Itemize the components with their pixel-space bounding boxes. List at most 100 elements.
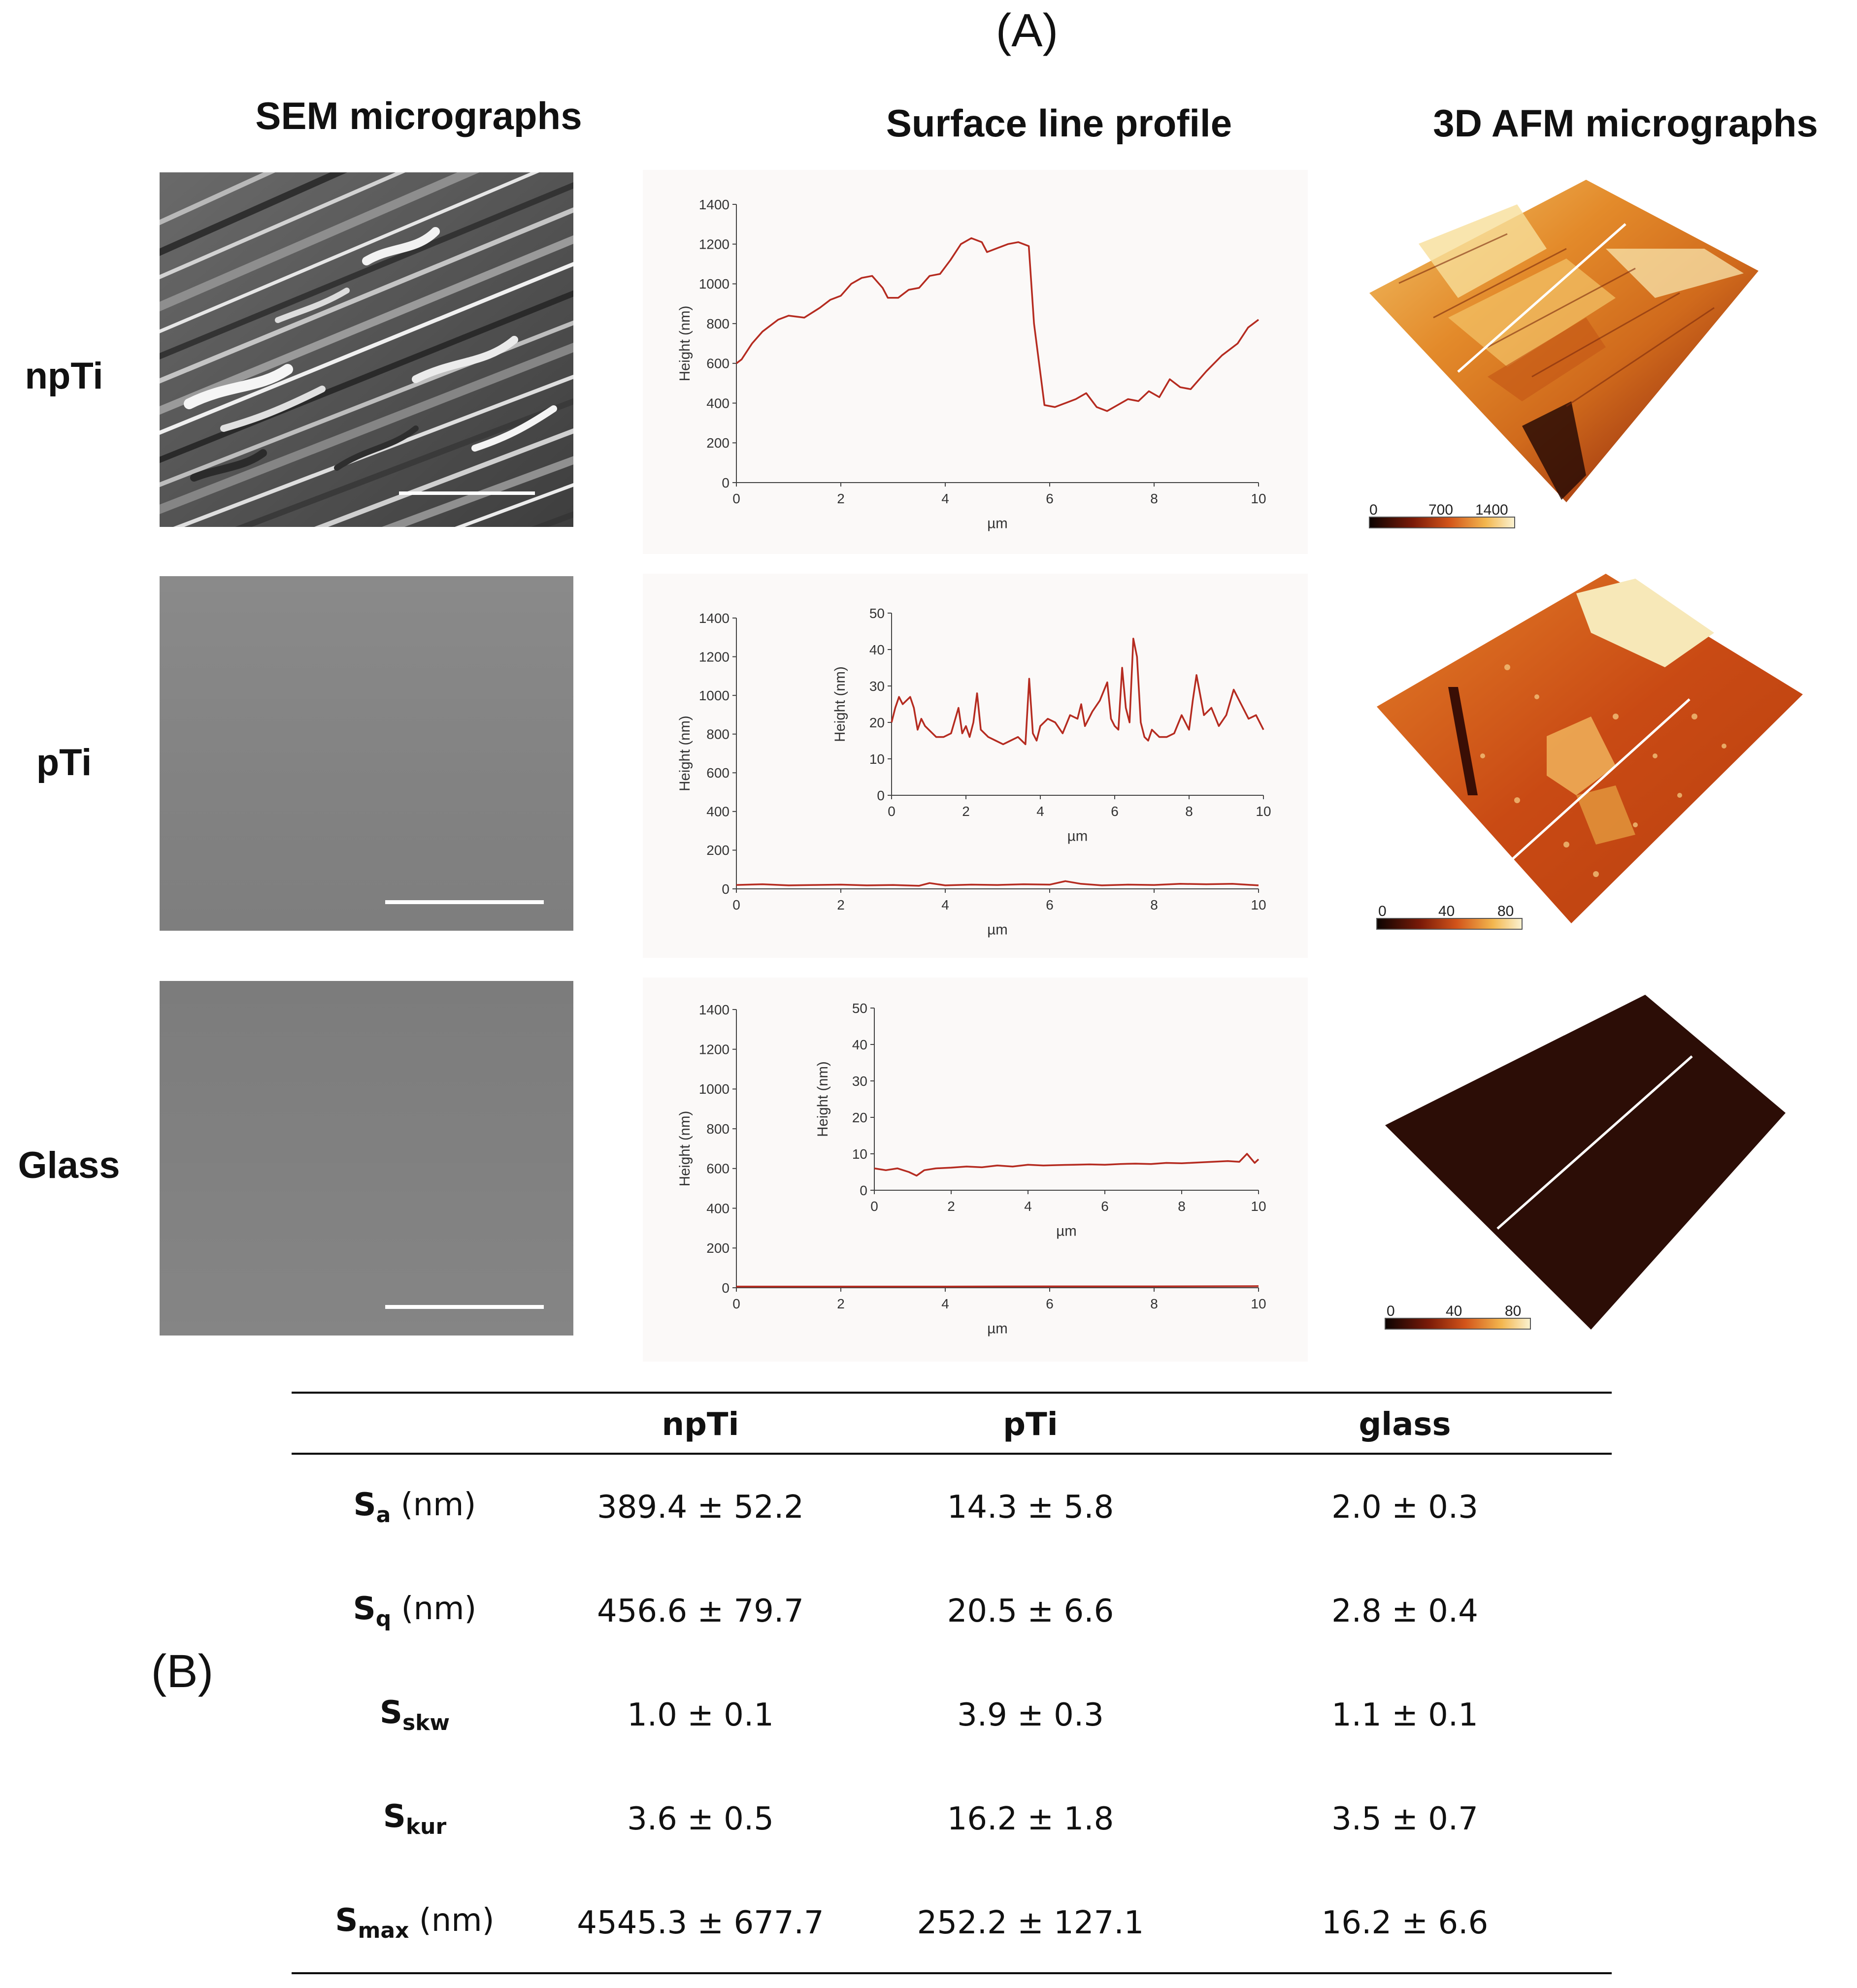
table-cell: 2.0 ± 0.3	[1331, 1489, 1478, 1526]
parameter-subscript: q	[375, 1606, 392, 1631]
glass-profile-y-tick-label: 1000	[699, 1081, 730, 1097]
table-cell: 1.1 ± 0.1	[1331, 1696, 1478, 1733]
roughness-table: npTi pTi glass Sa (nm) 389.4 ± 52.2 14.3…	[292, 1394, 1612, 1975]
table-cell: 252.2 ± 127.1	[917, 1904, 1144, 1941]
npTi-profile-series-line	[735, 237, 1260, 412]
row-heading-pTi: pTi	[36, 742, 92, 783]
npTi-profile-y-tick-label: 600	[706, 356, 730, 371]
table-header-cell: npTi	[662, 1406, 739, 1443]
glass-inset-x-tick-label: 0	[870, 1199, 878, 1214]
table-cell: 3.9 ± 0.3	[957, 1696, 1104, 1733]
row-label: Sskw	[292, 1663, 538, 1767]
table-header-cell: pTi	[1003, 1406, 1058, 1443]
sem-scalebar-glass	[385, 1305, 544, 1309]
glass-profile-x-tick-label: 10	[1251, 1296, 1266, 1311]
pTi-inset-x-tick-label: 0	[888, 804, 895, 819]
table-cell: 2.8 ± 0.4	[1331, 1593, 1478, 1630]
glass-inset-x-tick-label: 4	[1024, 1199, 1032, 1214]
profile-plot-glass: 0 200 400 600 800 1000 1200 1400 0 2 4 6 8 10 µm Height…	[643, 978, 1308, 1362]
colorbar-label: 0	[1378, 903, 1387, 919]
glass-profile-y-tick-label: 400	[706, 1201, 730, 1216]
parameter-symbol: S	[353, 1591, 376, 1628]
pTi-inset-y-axis-label: Height (nm)	[832, 666, 848, 742]
profile-plot-npTi: 0 200 400 600 800 1000 1200 1400 0 2 4 6 8 10 µm Height…	[643, 170, 1308, 554]
sem-scalebar-npTi	[399, 491, 535, 495]
pTi-inset-x-axis-label: µm	[1067, 828, 1088, 844]
pTi-inset-y-tick-label: 20	[869, 715, 885, 730]
pTi-profile-y-tick-label: 400	[706, 804, 730, 819]
npTi-profile-y-tick-label: 1000	[699, 276, 730, 292]
glass-profile-x-tick-label: 4	[941, 1296, 949, 1311]
colorbar-label: 700	[1428, 502, 1453, 518]
glass-inset-series-line	[874, 1153, 1260, 1177]
pTi-profile-y-tick-label: 0	[722, 881, 730, 897]
colorbar-label: 40	[1438, 903, 1455, 919]
pTi-inset-x-tick-label: 6	[1111, 804, 1119, 819]
npTi-profile-x-tick-label: 0	[732, 491, 740, 506]
row-heading-glass: Glass	[18, 1144, 120, 1186]
glass-inset-x-axis-label: µm	[1056, 1223, 1076, 1239]
pTi-profile-x-tick-label: 8	[1150, 897, 1158, 913]
colorbar-label: 1400	[1475, 502, 1508, 518]
table-row: Sq (nm) 456.6 ± 79.7 20.5 ± 6.6 2.8 ± 0.…	[292, 1559, 1612, 1663]
sem-column-heading: SEM micrographs	[255, 94, 582, 137]
colorbar-label: 40	[1446, 1303, 1462, 1319]
glass-inset-y-tick-label: 20	[852, 1110, 867, 1125]
parameter-subscript: kur	[405, 1814, 447, 1839]
table-cell: 1.0 ± 0.1	[627, 1696, 774, 1733]
parameter-subscript: a	[376, 1502, 391, 1528]
pTi-profile-y-tick-label: 1200	[699, 649, 730, 664]
pTi-inset-y-tick-label: 50	[869, 606, 885, 621]
pTi-inset-series-line	[891, 638, 1264, 746]
glass-profile-series-line	[736, 1285, 1259, 1288]
table-row: Sa (nm) 389.4 ± 52.2 14.3 ± 5.8 2.0 ± 0.…	[292, 1455, 1612, 1559]
pTi-profile-x-tick-label: 2	[837, 897, 845, 913]
parameter-unit: (nm)	[391, 1591, 477, 1628]
afm-column-heading: 3D AFM micrographs	[1433, 101, 1818, 145]
parameter-subscript: max	[358, 1918, 409, 1943]
npTi-profile-x-tick-label: 4	[941, 491, 949, 506]
glass-inset-y-tick-label: 30	[852, 1074, 867, 1089]
npTi-profile-x-tick-label: 8	[1150, 491, 1158, 506]
npTi-profile-x-tick-label: 6	[1046, 491, 1054, 506]
pTi-profile-x-tick-label: 0	[732, 897, 740, 913]
npTi-profile-x-tick-label: 10	[1251, 491, 1266, 506]
profile-column-heading: Surface line profile	[886, 101, 1232, 145]
glass-profile-x-tick-label: 6	[1046, 1296, 1054, 1311]
pTi-inset-x-tick-label: 4	[1036, 804, 1044, 819]
npTi-profile-x-axis-label: µm	[987, 515, 1007, 531]
npTi-profile-y-tick-label: 0	[722, 475, 730, 490]
panel-a-label: (A)	[995, 4, 1059, 57]
glass-inset-y-tick-label: 0	[860, 1183, 867, 1198]
pTi-inset-x-tick-label: 8	[1185, 804, 1193, 819]
pTi-profile-x-tick-label: 6	[1046, 897, 1054, 913]
table-row: Skur 3.6 ± 0.5 16.2 ± 1.8 3.5 ± 0.7	[292, 1767, 1612, 1871]
panel-b-label: (B)	[151, 1645, 214, 1697]
colorbar-label: 0	[1387, 1303, 1395, 1319]
table-cell: 16.2 ± 6.6	[1321, 1904, 1489, 1941]
profile-plot-pTi: 0 200 400 600 800 1000 1200 1400 0 2 4 6 8 10 µm Height…	[643, 574, 1308, 958]
table-bottom-rule	[292, 1972, 1612, 1974]
glass-profile-y-axis-label: Height (nm)	[677, 1111, 693, 1187]
glass-inset-x-tick-label: 8	[1178, 1199, 1186, 1214]
pTi-profile-y-tick-label: 1000	[699, 688, 730, 703]
afm-image-pTi: 0 40 80	[1360, 569, 1823, 953]
colorbar-label: 0	[1369, 502, 1378, 518]
parameter-symbol: S	[379, 1695, 402, 1731]
sem-image-npTi	[160, 172, 573, 527]
glass-profile-x-axis-label: µm	[987, 1320, 1007, 1336]
sem-scalebar-pTi	[385, 900, 544, 904]
npTi-profile-y-tick-label: 1200	[699, 237, 730, 252]
table-header-rule	[292, 1453, 1612, 1455]
glass-profile-y-tick-label: 0	[722, 1280, 730, 1296]
pTi-profile-y-tick-label: 1400	[699, 611, 730, 626]
glass-inset-y-tick-label: 10	[852, 1146, 867, 1162]
table-cell: 14.3 ± 5.8	[947, 1489, 1114, 1526]
row-label: Skur	[292, 1767, 538, 1871]
glass-inset-x-tick-label: 2	[947, 1199, 955, 1214]
sem-image-pTi	[160, 576, 573, 931]
table-cell: 4545.3 ± 677.7	[577, 1904, 824, 1941]
table-row: Smax (nm) 4545.3 ± 677.7 252.2 ± 127.1 1…	[292, 1871, 1612, 1975]
glass-inset-y-tick-label: 40	[852, 1037, 867, 1052]
glass-profile-y-tick-label: 200	[706, 1240, 730, 1256]
